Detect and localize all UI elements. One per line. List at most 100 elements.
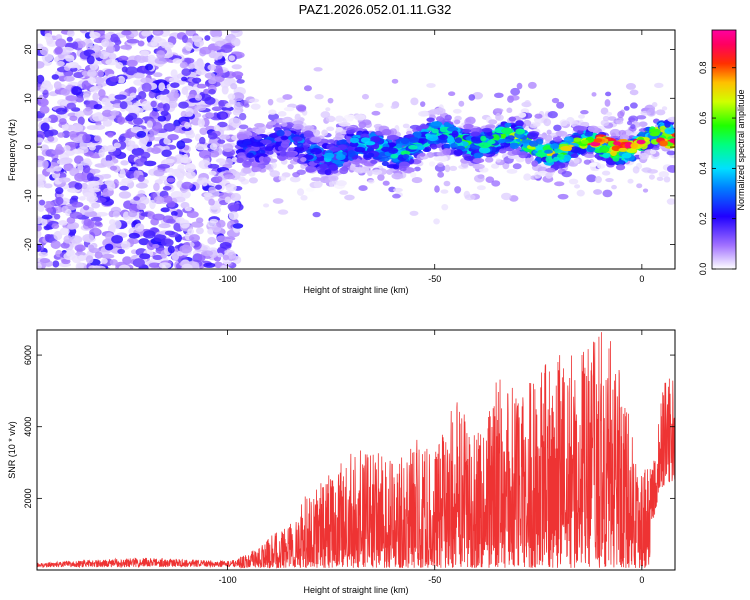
heatmap-cell: [219, 134, 231, 140]
heatmap-cell: [184, 206, 192, 212]
heatmap-cell: [464, 155, 476, 162]
heatmap-cell: [198, 149, 212, 159]
heatmap-cell: [105, 58, 118, 66]
heatmap-cell: [550, 143, 560, 150]
heatmap-cell: [118, 191, 132, 199]
heatmap-cell: [501, 192, 512, 201]
heatmap-cell: [186, 211, 199, 219]
heatmap-cell: [655, 109, 666, 116]
heatmap-cell: [69, 115, 78, 122]
heatmap-cell: [481, 127, 493, 133]
heatmap-cell: [103, 160, 113, 167]
heatmap-cell: [515, 128, 525, 135]
heatmap-cell: [105, 102, 112, 108]
heatmap-cell: [556, 101, 565, 109]
heatmap-cell: [276, 97, 286, 103]
heatmap-cell: [669, 137, 675, 144]
heatmap-cell: [251, 141, 264, 147]
heatmap-cell: [561, 170, 573, 178]
heatmap-cell: [238, 112, 247, 121]
heatmap-cell: [390, 153, 399, 159]
heatmap-cell: [354, 146, 366, 153]
heatmap-cell: [60, 88, 70, 96]
heatmap-cell: [484, 157, 494, 163]
heatmap-cell: [414, 166, 421, 172]
heatmap-cell: [134, 158, 145, 167]
heatmap-cell: [370, 135, 381, 143]
heatmap-cell: [364, 141, 376, 146]
heatmap-cell: [70, 195, 79, 201]
heatmap-cell: [518, 151, 528, 159]
heatmap-cell: [421, 124, 429, 130]
heatmap-cell: [228, 55, 236, 61]
heatmap-cell: [623, 105, 630, 111]
heatmap-cell: [161, 195, 173, 203]
heatmap-cell: [472, 158, 485, 164]
heatmap-cell: [198, 254, 206, 262]
heatmap-cell: [203, 192, 213, 198]
heatmap-cell: [70, 235, 83, 244]
heatmap-cell: [37, 224, 42, 232]
heatmap-cell: [638, 121, 648, 127]
heatmap-cell: [269, 170, 281, 178]
heatmap-cell: [336, 180, 347, 187]
heatmap-cell: [553, 124, 562, 132]
heatmap-cell: [110, 110, 120, 116]
heatmap-cell: [37, 262, 42, 269]
heatmap-cell: [648, 174, 655, 180]
heatmap-cell: [37, 204, 45, 212]
heatmap-cell: [651, 102, 658, 108]
heatmap-cell: [166, 177, 176, 183]
heatmap-cell: [107, 132, 114, 138]
heatmap-cell: [67, 61, 79, 69]
heatmap-cell: [178, 101, 189, 109]
heatmap-cell: [97, 69, 104, 78]
heatmap-cell: [367, 179, 375, 184]
heatmap-cell: [47, 135, 55, 142]
heatmap-cell: [63, 75, 75, 82]
heatmap-cell: [38, 251, 48, 257]
heatmap-cell: [46, 207, 54, 213]
heatmap-cell: [236, 79, 245, 84]
heatmap-cell: [74, 172, 86, 182]
heatmap-cell: [102, 109, 113, 117]
heatmap-cell: [185, 42, 193, 51]
bottom-x-axis-label: Height of straight line (km): [303, 585, 408, 595]
heatmap-cell: [162, 103, 170, 112]
heatmap-cell: [328, 175, 339, 182]
heatmap-cell: [524, 100, 531, 107]
heatmap-cell: [508, 116, 517, 122]
heatmap-cell: [208, 170, 217, 176]
heatmap-cell: [205, 112, 215, 119]
heatmap-cell: [204, 96, 216, 105]
heatmap-cell: [194, 104, 207, 111]
heatmap-cell: [83, 90, 92, 96]
heatmap-cell: [494, 92, 504, 99]
heatmap-cell: [120, 44, 133, 50]
heatmap-cell: [207, 132, 218, 140]
heatmap-cell: [157, 164, 171, 169]
heatmap-cell: [143, 230, 156, 239]
heatmap-cell: [509, 142, 520, 150]
heatmap-cell: [386, 164, 398, 169]
heatmap-cell: [626, 148, 638, 153]
heatmap-cell: [59, 118, 67, 125]
heatmap-cell: [604, 99, 611, 107]
heatmap-cell: [617, 111, 625, 119]
heatmap-cell: [138, 90, 147, 100]
heatmap-cell: [88, 244, 95, 253]
heatmap-cell: [204, 35, 211, 41]
heatmap-cell: [138, 238, 150, 246]
heatmap-cell: [66, 216, 76, 224]
heatmap-cell: [587, 125, 599, 133]
heatmap-cell: [67, 30, 75, 38]
heatmap-cell: [615, 164, 626, 171]
colorbar-gradient: [711, 29, 737, 270]
heatmap-cell: [69, 67, 78, 72]
heatmap-cell: [580, 121, 590, 127]
heatmap-cell: [590, 141, 601, 147]
heatmap-cell: [667, 116, 675, 123]
heatmap-cell: [113, 142, 121, 149]
bottom-x-ticks: -100 -50 0: [219, 330, 644, 585]
